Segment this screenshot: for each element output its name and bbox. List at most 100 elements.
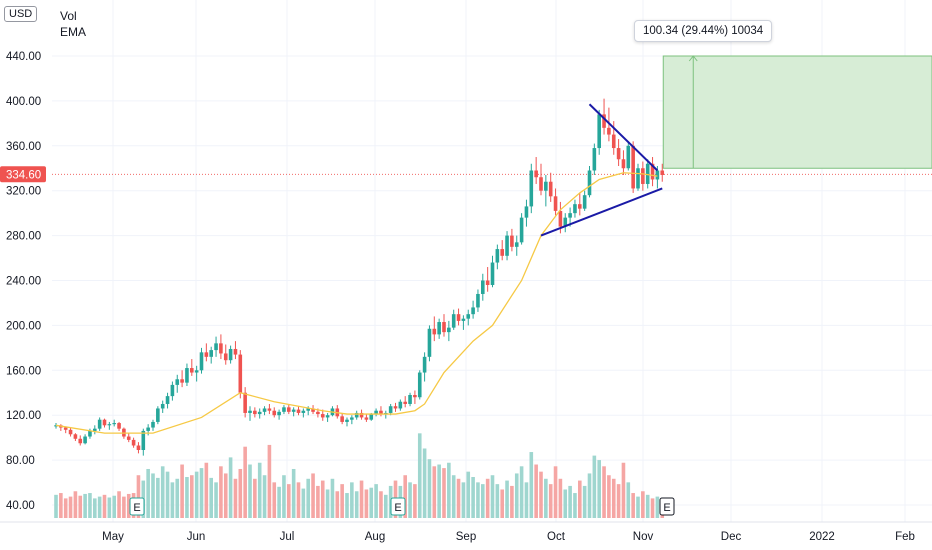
volume-bar	[238, 468, 243, 518]
candle-body	[611, 134, 616, 149]
y-tick-label: 160.00	[6, 365, 41, 377]
candle-body	[636, 168, 640, 189]
volume-bar	[277, 486, 281, 518]
measure-arrow-head	[688, 55, 698, 62]
y-tick-label: 200.00	[6, 320, 41, 332]
volume-bar	[59, 493, 63, 518]
candle-body	[223, 353, 228, 361]
y-tick-label: 280.00	[6, 231, 41, 243]
volume-bar	[223, 473, 228, 518]
candle-body	[490, 262, 495, 285]
candle-body	[112, 423, 116, 425]
candle-body	[529, 170, 534, 207]
volume-bar	[534, 464, 538, 518]
candle-body	[160, 403, 165, 409]
candle-body	[379, 410, 383, 415]
volume-bar	[437, 464, 441, 518]
candle-body	[558, 210, 563, 227]
candle-body	[364, 417, 369, 420]
candle-body	[456, 314, 461, 321]
volume-bar	[83, 493, 87, 518]
volume-bar	[466, 471, 471, 518]
candle-body	[219, 343, 223, 354]
candle-body	[597, 114, 601, 149]
volume-bar	[306, 478, 310, 518]
volume-bar	[301, 488, 306, 518]
candle-body	[267, 408, 272, 411]
volume-bar	[432, 466, 437, 518]
candle-body	[476, 293, 480, 308]
volume-bar	[233, 478, 238, 518]
candle-body	[238, 354, 243, 393]
legend-volume[interactable]: Vol	[60, 9, 77, 23]
earnings-marker-label: E	[394, 502, 401, 514]
volume-bar	[505, 480, 509, 518]
candle-body	[485, 280, 490, 285]
volume-bar	[626, 482, 631, 518]
y-axis[interactable]: 440.00 400.00 360.00 320.00 280.00 240.00 200.…	[0, 51, 46, 512]
volume-bar	[335, 491, 340, 518]
volume-bar	[185, 477, 189, 518]
candle-body	[291, 409, 296, 412]
volume-bar	[379, 491, 383, 518]
volume-bar	[267, 444, 272, 518]
volume-bar	[350, 482, 354, 518]
volume-bar	[160, 466, 165, 518]
volume-bar	[359, 480, 364, 518]
candle-body	[553, 196, 558, 211]
y-tick-label: 240.00	[6, 276, 41, 288]
candle-body	[451, 314, 456, 328]
y-tick-label: 80.00	[6, 455, 35, 467]
price-range-measure[interactable]	[52, 55, 932, 175]
candle-body	[621, 159, 626, 169]
candle-body	[78, 438, 83, 444]
candle-body	[141, 430, 146, 450]
candle-body	[185, 368, 189, 383]
measure-tooltip: 100.34 (29.44%) 10034	[634, 20, 773, 42]
volume-bar	[68, 496, 73, 518]
candle-body	[170, 384, 175, 397]
earnings-marker	[129, 497, 145, 516]
volume-bar	[456, 478, 461, 518]
volume-bar	[539, 471, 543, 518]
candle-body	[68, 429, 73, 435]
candle-body	[403, 401, 407, 404]
candle-body	[88, 430, 92, 437]
candle-body	[63, 427, 68, 430]
volume-bar	[592, 455, 597, 518]
volume-bar	[194, 471, 199, 518]
volume-bar	[354, 491, 359, 518]
volume-bar	[316, 485, 320, 518]
legend-ema[interactable]: EMA	[60, 25, 87, 39]
volume-bar	[485, 478, 490, 518]
volume-bar	[175, 478, 180, 518]
volume-bar	[93, 498, 97, 518]
candle-body	[534, 170, 538, 178]
candle-body	[471, 307, 475, 315]
currency-button[interactable]: USD	[4, 6, 38, 22]
volume-bar	[481, 484, 485, 518]
volume-bar	[476, 482, 480, 518]
candle-body	[437, 322, 441, 335]
candle-body	[592, 148, 597, 171]
trendlines[interactable]	[540, 103, 663, 237]
indicator-legend: Vol EMA	[60, 8, 86, 40]
candle-body	[175, 379, 180, 385]
volume-bar	[112, 495, 116, 518]
volume-bar	[214, 482, 218, 518]
x-axis[interactable]: May Jun Jul Aug Sep Oct Nov Dec 2022 Feb	[0, 521, 932, 543]
x-tick-label: Oct	[547, 531, 566, 543]
candle-body	[539, 177, 543, 191]
y-tick-label: 440.00	[6, 51, 41, 63]
y-tick-label: 400.00	[6, 96, 41, 108]
candle-body	[631, 145, 635, 189]
candle-body	[524, 206, 529, 218]
volume-bar	[524, 482, 529, 518]
volume-bar	[573, 493, 577, 518]
y-tick-label: 120.00	[6, 410, 41, 422]
volume-bar	[107, 497, 112, 518]
volume-bar	[156, 477, 160, 518]
candle-body	[398, 401, 403, 409]
